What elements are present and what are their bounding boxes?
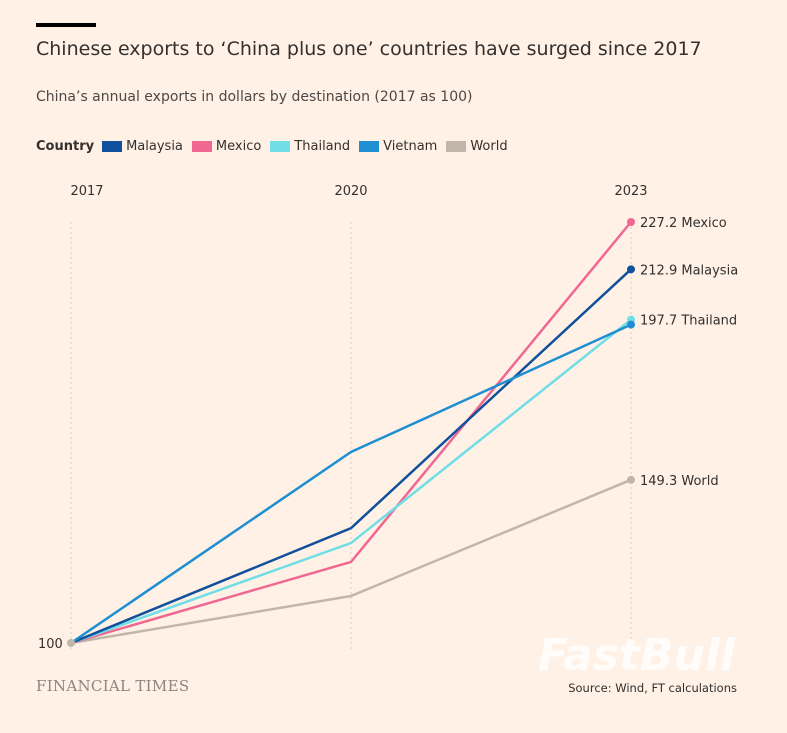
series-line-malaysia [70,268,632,645]
legend-item-thailand: Thailand [270,139,350,154]
end-point-malaysia [627,265,635,274]
legend-title: Country [36,139,95,154]
end-label-world: 149.3 World [640,474,719,489]
legend-label: Mexico [215,139,262,154]
legend-swatch [102,141,123,152]
source-note: Source: Wind, FT calculations [568,681,737,695]
chart-subtitle: China’s annual exports in dollars by des… [36,89,473,105]
watermark: FastBull [538,630,735,681]
legend-item-malaysia: Malaysia [102,139,183,154]
legend-item-world: World [446,139,508,154]
end-label-mexico: 227.2 Mexico [640,216,727,231]
chart-title: Chinese exports to ‘China plus one’ coun… [36,38,702,60]
start-point [67,639,75,647]
series-line-mexico [70,221,632,645]
legend-label: Malaysia [126,139,183,154]
end-point-vietnam [627,320,635,329]
x-tick-label: 2023 [614,184,647,199]
legend-label: World [470,139,508,154]
end-label-malaysia: 212.9 Malaysia [640,263,738,278]
end-label-thailand: 197.7 Thailand [640,314,737,329]
end-point-world [627,475,635,484]
y-tick-label: 100 [38,637,63,652]
end-point-mexico [627,218,635,226]
legend-swatch [359,141,380,152]
x-tick-label: 2020 [334,184,367,199]
legend-label: Thailand [294,139,351,154]
x-tick-label: 2017 [70,184,103,199]
legend: Country Malaysia Mexico Thailand Vietnam Wor… [36,139,517,154]
legend-swatch [270,141,291,152]
series-line-vietnam [70,323,632,645]
legend-swatch [446,141,467,152]
series-line-world [70,478,632,645]
legend-item-mexico: Mexico [191,139,262,154]
legend-label: Vietnam [383,139,438,154]
legend-swatch [191,141,212,152]
series-line-thailand [70,318,632,645]
legend-item-vietnam: Vietnam [359,139,437,154]
ft-accent-bar [36,23,96,27]
ft-logo: FINANCIAL TIMES [36,677,190,695]
